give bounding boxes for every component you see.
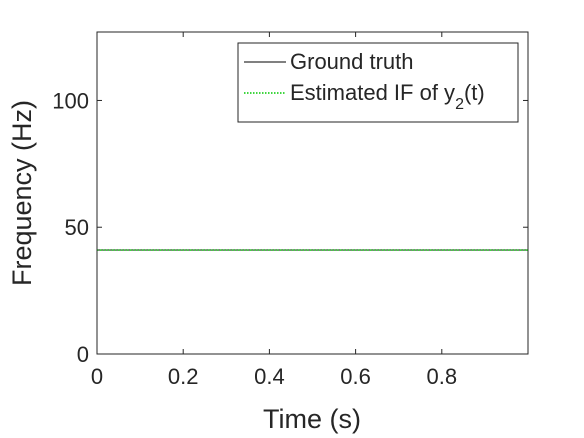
axes-box	[96, 31, 529, 355]
legend-label: Ground truth	[290, 49, 414, 74]
x-tick-label: 0.6	[340, 364, 371, 389]
legend-items: Ground truth Estimated IF of y2(t)	[244, 49, 485, 113]
x-tick-label: 0	[91, 364, 103, 389]
y-axis-label: Frequency (Hz)	[7, 100, 37, 286]
y-tick-label: 50	[65, 215, 89, 240]
x-tick-label: 0.4	[254, 364, 285, 389]
legend-box	[237, 42, 519, 123]
x-tick-label: 0.2	[168, 364, 199, 389]
tick-layer: 0 0.2 0.4 0.6 0.8 0 50 100	[52, 32, 528, 389]
legend-label: Estimated IF of y2(t)	[290, 80, 485, 113]
y-tick-label: 0	[77, 342, 89, 367]
x-axis-label: Time (s)	[263, 404, 361, 434]
x-tick-label: 0.8	[427, 364, 458, 389]
y-tick-label: 100	[52, 88, 89, 113]
legend: Ground truth Estimated IF of y2(t)	[237, 42, 519, 123]
